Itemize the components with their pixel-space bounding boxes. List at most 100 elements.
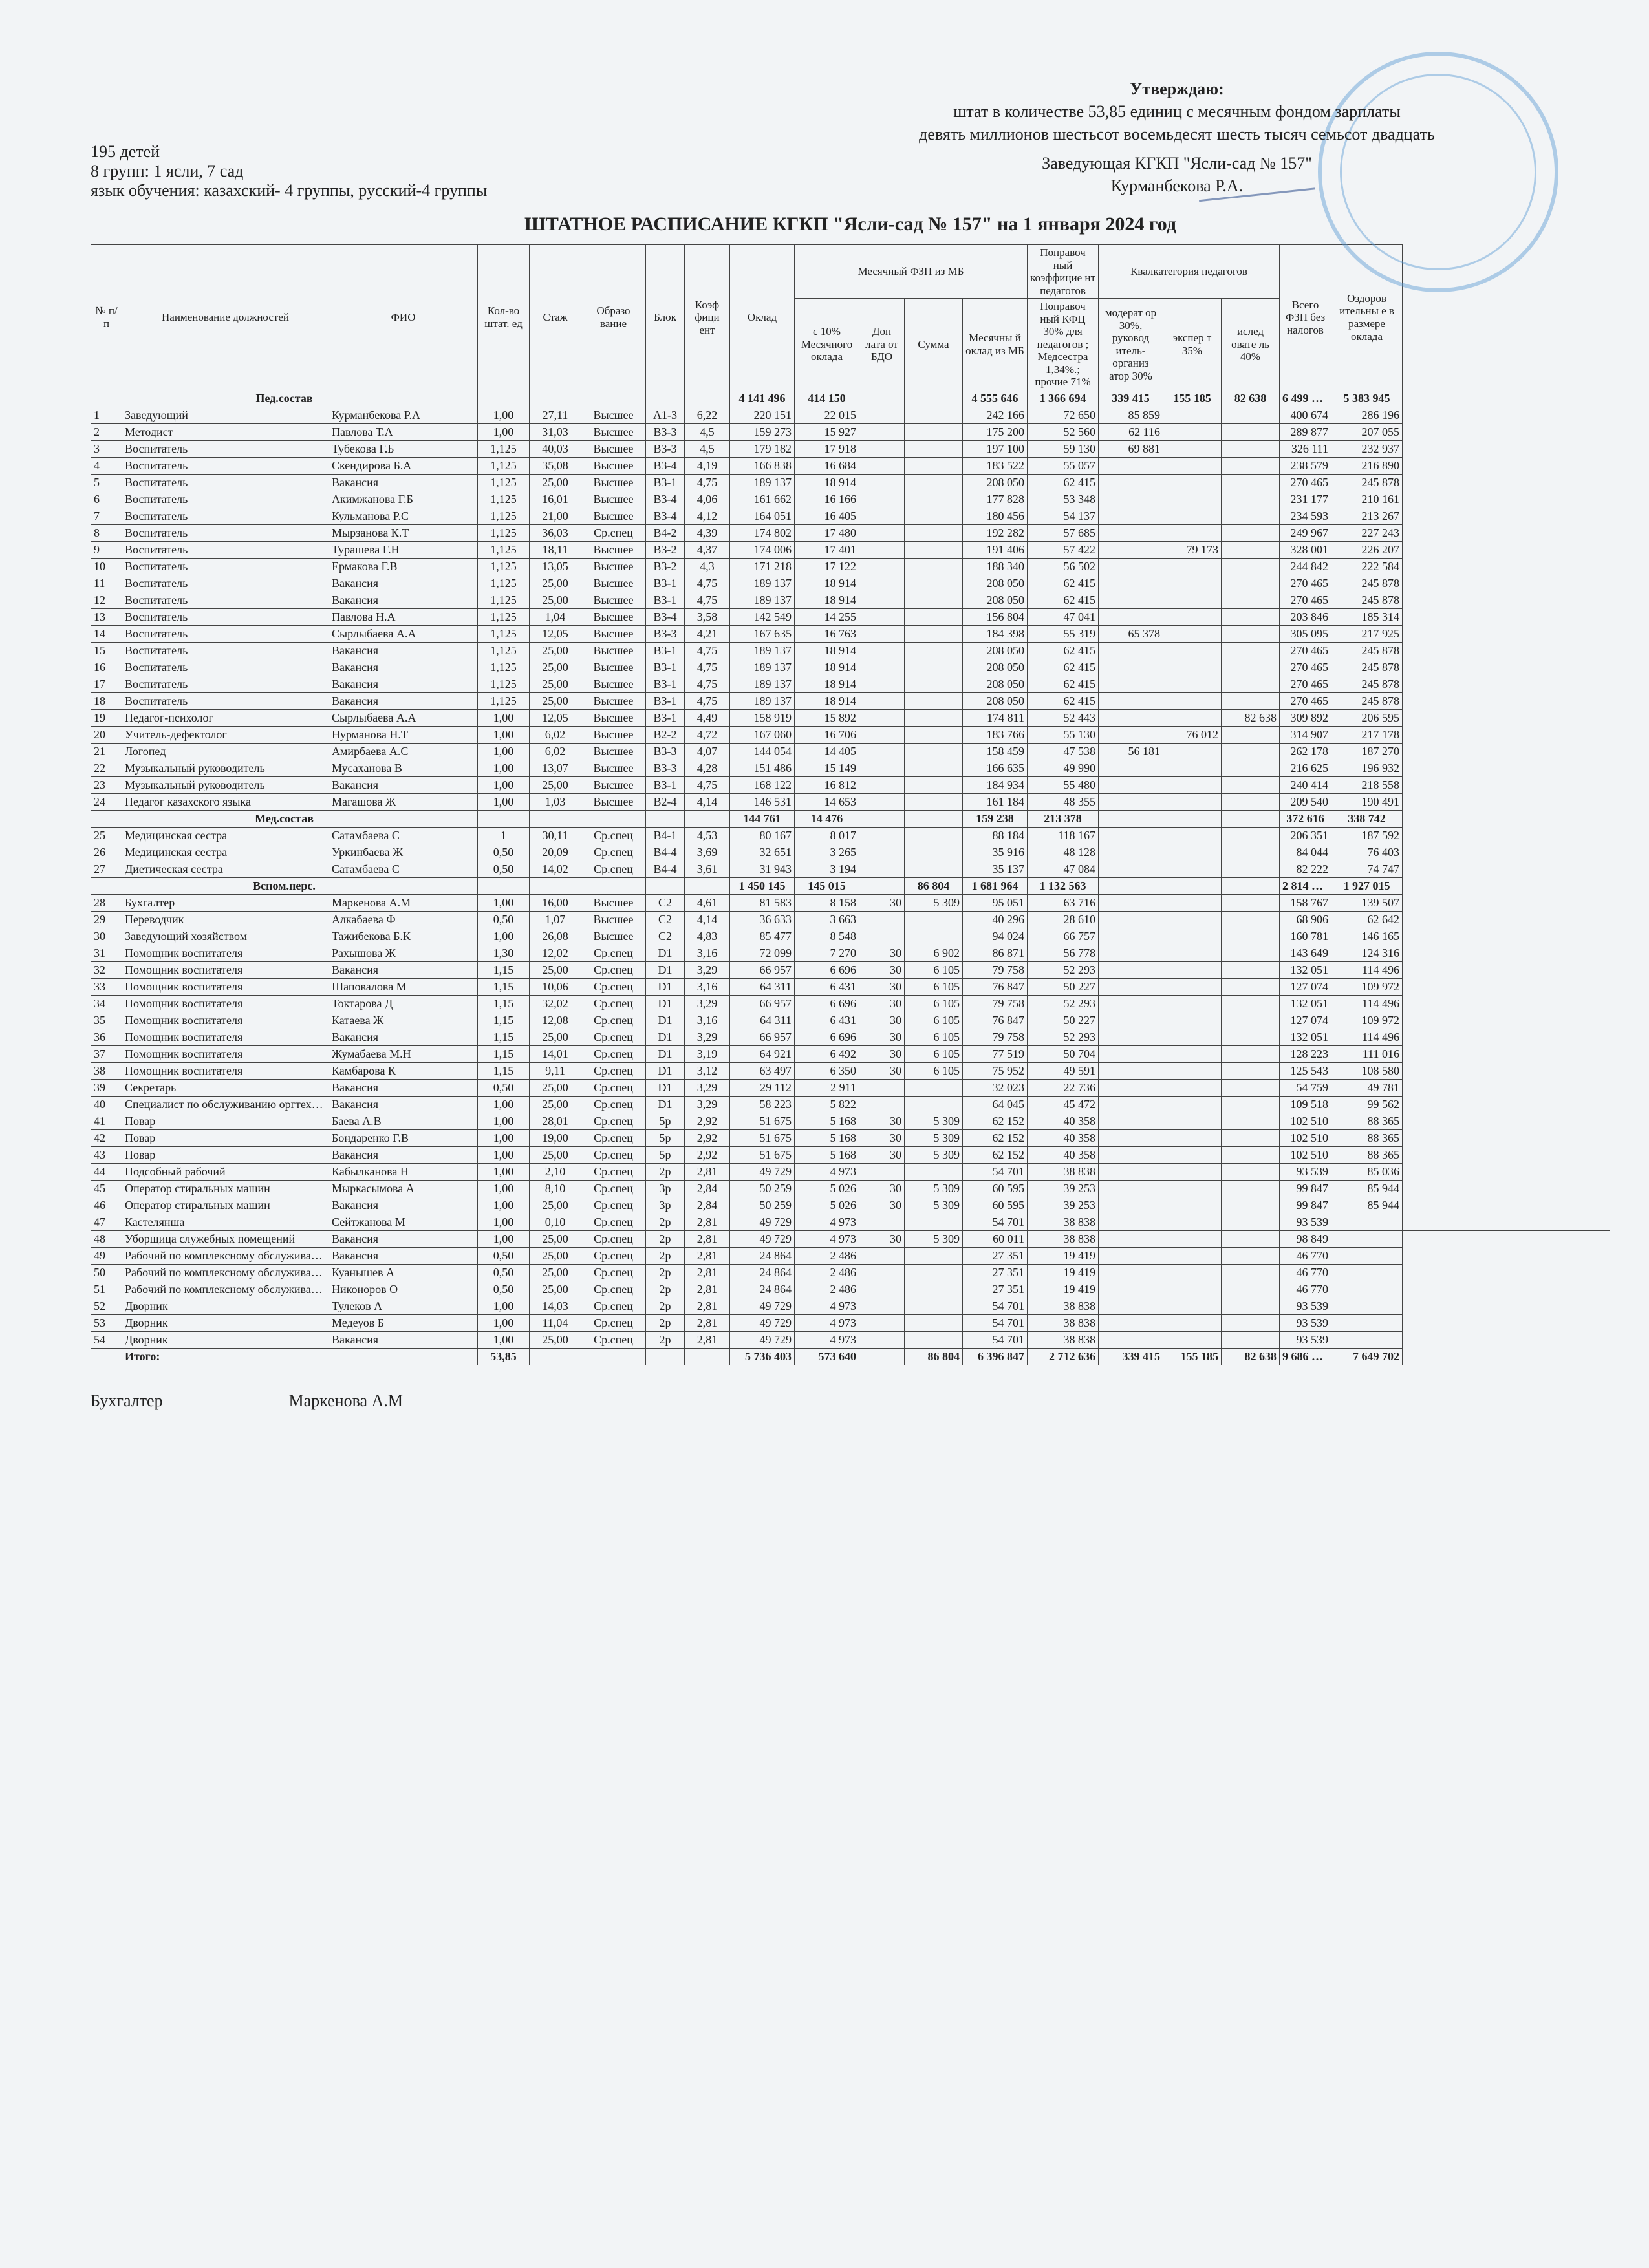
cell: 15 xyxy=(91,643,122,659)
cell xyxy=(1222,861,1280,878)
cell: Воспитатель xyxy=(122,475,329,491)
cell: Сырлыбаева А.А xyxy=(329,710,478,727)
cell: 17 401 xyxy=(795,542,859,559)
cell xyxy=(1331,1281,1403,1298)
cell: Высшее xyxy=(581,760,646,777)
cell: 15 927 xyxy=(795,424,859,441)
table-row: 27Диетическая сестраСатамбаева С0,5014,0… xyxy=(91,861,1610,878)
table-row: 20Учитель-дефектологНурманова Н.Т1,006,0… xyxy=(91,727,1610,744)
cell: 220 151 xyxy=(730,407,795,424)
cell: 82 638 xyxy=(1222,1349,1280,1365)
cell: 25,00 xyxy=(530,1332,581,1349)
cell: 4,75 xyxy=(685,575,730,592)
cell: 174 802 xyxy=(730,525,795,542)
cell: 160 781 xyxy=(1280,928,1331,945)
cell xyxy=(905,844,963,861)
cell: 56 778 xyxy=(1028,945,1099,962)
cell xyxy=(1163,441,1222,458)
cell xyxy=(1099,643,1163,659)
cell: 54 701 xyxy=(963,1214,1028,1231)
cell: 18 xyxy=(91,693,122,710)
cell xyxy=(859,525,905,542)
cell: 0,50 xyxy=(478,861,530,878)
cell xyxy=(905,1248,963,1265)
cell: Воспитатель xyxy=(122,491,329,508)
cell: 1,00 xyxy=(478,1231,530,1248)
cell: 47 041 xyxy=(1028,609,1099,626)
cell xyxy=(859,928,905,945)
cell xyxy=(1222,1046,1280,1063)
cell xyxy=(1163,996,1222,1012)
cell xyxy=(1222,407,1280,424)
cell xyxy=(859,475,905,491)
cell: 102 510 xyxy=(1280,1147,1331,1164)
cell: Оператор стиральных машин xyxy=(122,1197,329,1214)
cell xyxy=(1222,1214,1280,1231)
cell: 189 137 xyxy=(730,693,795,710)
cell: 36 633 xyxy=(730,912,795,928)
cell xyxy=(905,575,963,592)
cell: Бухгалтер xyxy=(122,895,329,912)
cell: Заведующий хозяйством xyxy=(122,928,329,945)
cell xyxy=(1163,895,1222,912)
cell: Высшее xyxy=(581,559,646,575)
cell: 14 405 xyxy=(795,744,859,760)
cell xyxy=(1163,592,1222,609)
cell: 1 927 015 xyxy=(1331,878,1403,895)
cell: Итого: xyxy=(122,1349,329,1365)
cell xyxy=(859,626,905,643)
cell: 25,00 xyxy=(530,1147,581,1164)
cell: Повар xyxy=(122,1113,329,1130)
cell: 0,50 xyxy=(478,1265,530,1281)
cell xyxy=(1099,508,1163,525)
cell: 158 919 xyxy=(730,710,795,727)
cell xyxy=(1403,1214,1610,1231)
cell: 2р xyxy=(646,1248,685,1265)
cell: 183 522 xyxy=(963,458,1028,475)
cell xyxy=(1222,1164,1280,1181)
cell xyxy=(905,1080,963,1097)
cell: 34 xyxy=(91,996,122,1012)
cell: 16 684 xyxy=(795,458,859,475)
cell: Катаева Ж xyxy=(329,1012,478,1029)
cell: 128 223 xyxy=(1280,1046,1331,1063)
cell xyxy=(1163,1181,1222,1197)
cell: 174 006 xyxy=(730,542,795,559)
cell: Высшее xyxy=(581,928,646,945)
cell xyxy=(581,811,646,828)
cell: 32 023 xyxy=(963,1080,1028,1097)
cell: 1,125 xyxy=(478,508,530,525)
cell: 8 548 xyxy=(795,928,859,945)
cell: 30 xyxy=(859,1231,905,1248)
cell: 192 282 xyxy=(963,525,1028,542)
cell xyxy=(1222,760,1280,777)
cell: 27,11 xyxy=(530,407,581,424)
cell: Никоноров О xyxy=(329,1281,478,1298)
group-header: Поправоч ный коэффицие нт педагогов xyxy=(1028,245,1099,299)
cell xyxy=(859,424,905,441)
table-row: 45Оператор стиральных машинМыркасымова А… xyxy=(91,1181,1610,1197)
cell: 232 937 xyxy=(1331,441,1403,458)
cell: 32 xyxy=(91,962,122,979)
cell xyxy=(859,390,905,407)
cell xyxy=(905,626,963,643)
cell xyxy=(1163,1248,1222,1265)
cell: 25,00 xyxy=(530,1265,581,1281)
cell: 5 026 xyxy=(795,1181,859,1197)
cell xyxy=(1222,844,1280,861)
cell: 226 207 xyxy=(1331,542,1403,559)
cell: Кабылканова Н xyxy=(329,1164,478,1181)
cell: 38 838 xyxy=(1028,1214,1099,1231)
col-header: Сумма xyxy=(905,299,963,390)
cell: Высшее xyxy=(581,609,646,626)
cell: 1 xyxy=(91,407,122,424)
cell: 2,81 xyxy=(685,1265,730,1281)
cell: 159 238 xyxy=(963,811,1028,828)
cell xyxy=(1099,1012,1163,1029)
cell: В3-1 xyxy=(646,693,685,710)
cell: 188 340 xyxy=(963,559,1028,575)
cell: 2,81 xyxy=(685,1281,730,1298)
cell xyxy=(1163,912,1222,928)
cell: 16 706 xyxy=(795,727,859,744)
cell: 6 499 577 xyxy=(1280,390,1331,407)
